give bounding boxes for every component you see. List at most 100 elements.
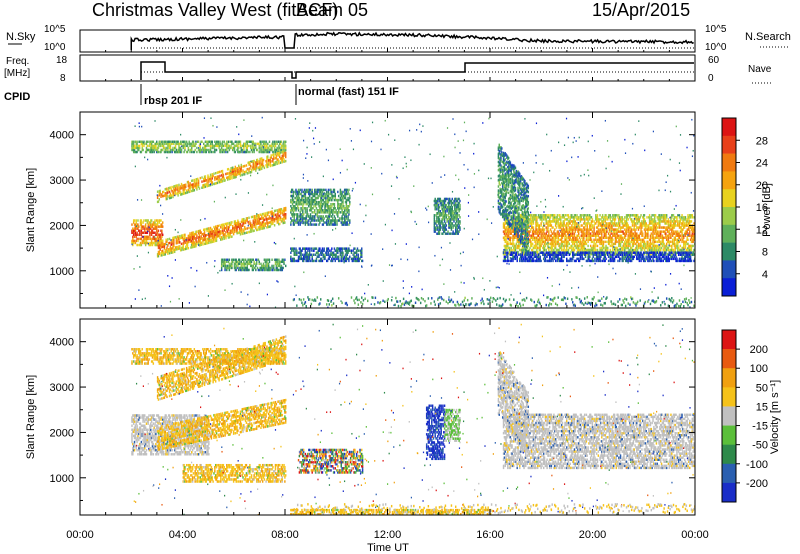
- power-cell: [293, 215, 295, 218]
- power-cell: [152, 237, 155, 241]
- power-cell: [438, 212, 441, 215]
- power-cell: [271, 148, 273, 152]
- power-cell: [233, 226, 236, 229]
- power-cell: [459, 216, 461, 219]
- power-cell: [281, 154, 284, 158]
- power-cell: [214, 235, 216, 239]
- power-cell: [267, 225, 269, 229]
- power-cell: [278, 208, 280, 212]
- power-cell: [202, 239, 204, 242]
- power-cell: [586, 232, 588, 235]
- power-cell: [260, 165, 262, 169]
- power-cell: [252, 221, 254, 225]
- power-cell: [196, 186, 198, 189]
- power-cell: [580, 224, 582, 227]
- power-cell: [345, 188, 348, 192]
- power-cell: [249, 260, 252, 264]
- power-cell: [227, 226, 230, 229]
- power-cell: [314, 196, 317, 200]
- power-cell: [520, 236, 523, 239]
- power-cell: [321, 205, 324, 208]
- power-cell: [328, 198, 331, 202]
- power-cell: [341, 192, 343, 196]
- power-cell: [282, 142, 284, 146]
- power-cell: [191, 241, 193, 245]
- power-cell: [194, 182, 196, 186]
- power-cell: [228, 144, 231, 148]
- power-cell: [554, 214, 556, 217]
- power-cell: [184, 235, 186, 239]
- power-cell: [560, 216, 562, 219]
- power-cell: [150, 146, 152, 150]
- power-cell: [297, 221, 300, 224]
- power-cell: [330, 209, 332, 212]
- power-cell: [175, 140, 178, 144]
- power-cell: [569, 252, 571, 256]
- power-cell: [536, 238, 538, 242]
- power-cell: [595, 238, 597, 242]
- power-cell: [581, 230, 583, 233]
- power-cell: [591, 234, 594, 237]
- power-cell: [443, 226, 446, 229]
- power-cell: [207, 176, 209, 179]
- power-cell: [250, 258, 253, 261]
- power-cell: [566, 222, 569, 225]
- power-cell: [349, 249, 351, 252]
- power-cell: [215, 229, 218, 232]
- power-cell: [259, 142, 261, 146]
- power-cell: [548, 220, 551, 223]
- power-cell: [457, 203, 459, 207]
- power-cell: [314, 188, 317, 192]
- power-cell: [334, 253, 336, 256]
- power-cell: [279, 208, 282, 211]
- power-cell: [223, 229, 225, 232]
- power-cell: [226, 226, 228, 229]
- power-cell: [442, 199, 444, 203]
- power-cell: [260, 150, 262, 154]
- power-cell: [167, 250, 170, 253]
- power-cell: [164, 192, 167, 195]
- power-cell: [149, 243, 151, 247]
- power-cell: [241, 218, 243, 221]
- power-cell: [530, 236, 532, 239]
- power-cell: [449, 220, 451, 223]
- power-cell: [239, 150, 242, 154]
- power-cell: [263, 148, 266, 152]
- power-cell: [197, 177, 199, 181]
- power-cell: [203, 179, 206, 183]
- power-cell: [565, 226, 567, 229]
- power-cell: [233, 262, 236, 266]
- power-cell: [550, 242, 553, 246]
- power-cell: [612, 246, 614, 250]
- power-cell: [241, 173, 243, 177]
- power-cell: [507, 244, 509, 248]
- power-cell: [335, 198, 337, 202]
- power-cell: [179, 191, 182, 194]
- power-cell: [299, 211, 301, 214]
- power-cell: [535, 214, 537, 217]
- power-cell: [325, 251, 327, 254]
- power-cell: [270, 222, 272, 226]
- power-cell: [443, 205, 445, 209]
- power-cell: [256, 228, 259, 232]
- power-cell: [161, 223, 163, 226]
- power-cell: [149, 221, 151, 224]
- power-cell: [581, 236, 583, 239]
- power-cell: [242, 228, 244, 231]
- nave-label: Nave: [748, 64, 772, 75]
- power-cell: [600, 236, 602, 239]
- power-cell: [543, 216, 546, 219]
- power-cell: [568, 230, 571, 233]
- power-cell: [577, 234, 579, 237]
- power-cell: [601, 222, 604, 225]
- power-cell: [150, 231, 152, 234]
- power-cell: [316, 215, 319, 218]
- power-cell: [266, 266, 268, 270]
- power-cell: [348, 247, 350, 250]
- power-cell: [449, 199, 452, 203]
- power-cell: [586, 214, 588, 217]
- power-cell: [563, 230, 565, 233]
- power-cell: [290, 190, 292, 194]
- power-cell: [247, 171, 249, 175]
- power-cell: [590, 240, 593, 244]
